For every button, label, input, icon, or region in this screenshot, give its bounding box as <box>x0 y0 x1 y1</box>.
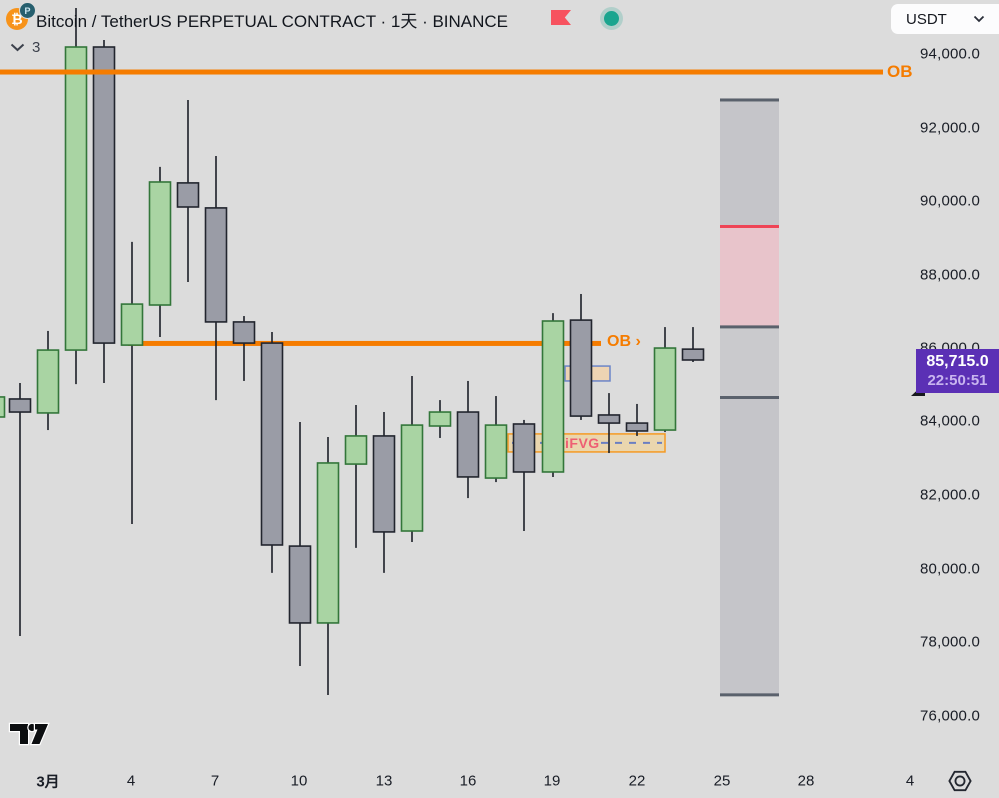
candle-body <box>64 46 88 351</box>
time-tick: 25 <box>713 772 731 790</box>
flag-icon[interactable] <box>551 9 572 27</box>
time-tick: 3月 <box>36 773 60 791</box>
chevron-down-icon <box>973 15 984 23</box>
projection-entry-line <box>720 396 779 400</box>
ob-upper-label[interactable]: OB <box>887 62 913 81</box>
projection-top-line <box>720 98 779 102</box>
price-tick: 80,000.0 <box>920 560 980 578</box>
candle-body <box>456 411 480 478</box>
candle-body <box>484 424 508 479</box>
candle-body <box>0 396 6 418</box>
candle-body <box>344 435 368 465</box>
ob-ray-lower[interactable] <box>128 340 545 346</box>
price-tick: 90,000.0 <box>920 192 980 210</box>
candle-body <box>428 411 452 427</box>
time-tick: 28 <box>797 772 815 790</box>
ob-ray-upper[interactable] <box>0 69 883 75</box>
price-tick: 84,000.0 <box>920 412 980 430</box>
chevron-down-icon <box>10 43 25 52</box>
candle-body <box>681 348 705 361</box>
current-price-value: 85,715.0 <box>926 353 989 370</box>
projection-stop-line <box>720 224 779 228</box>
candle-body <box>597 414 621 424</box>
tradingview-logo[interactable] <box>8 721 50 747</box>
candle-body <box>120 303 144 346</box>
projection-bottom-line <box>720 693 779 697</box>
time-tick: 10 <box>290 772 308 790</box>
current-price-label: 85,715.0 22:50:51 <box>916 349 999 393</box>
candle-body <box>92 46 116 344</box>
candle-body <box>176 182 200 208</box>
object-tree-count: 3 <box>32 39 41 56</box>
currency-selector[interactable]: USDT <box>891 4 999 34</box>
price-tick: 94,000.0 <box>920 45 980 63</box>
ifvg-label[interactable]: iFVG <box>565 435 600 451</box>
time-tick: 13 <box>375 772 393 790</box>
candle-body <box>569 319 593 417</box>
ob-lower-label[interactable]: OB › <box>607 333 641 350</box>
candle-body <box>36 349 60 414</box>
candle-body <box>400 424 424 532</box>
perpetual-badge-icon: P <box>19 2 36 19</box>
price-tick: 92,000.0 <box>920 119 980 137</box>
candle-body <box>232 321 256 344</box>
candle-body <box>372 435 396 533</box>
projection-mid-line <box>720 325 779 329</box>
time-tick: 22 <box>628 772 646 790</box>
candle-body <box>653 347 677 431</box>
candle-body <box>204 207 228 323</box>
candle-body <box>260 342 284 546</box>
time-tick: 4 <box>905 772 915 790</box>
candle-body <box>541 320 565 473</box>
candle-body <box>512 423 536 473</box>
candle-body <box>8 398 32 413</box>
time-tick: 16 <box>459 772 477 790</box>
currency-value: USDT <box>906 10 947 28</box>
time-tick: 4 <box>126 772 136 790</box>
market-status-icon[interactable] <box>604 11 619 26</box>
price-tick: 82,000.0 <box>920 486 980 504</box>
projection-box[interactable] <box>720 98 779 697</box>
time-tick: 7 <box>210 772 220 790</box>
time-tick: 19 <box>543 772 561 790</box>
candle-body <box>316 462 340 624</box>
candle-body <box>148 181 172 306</box>
candle-body <box>288 545 312 624</box>
price-tick: 78,000.0 <box>920 633 980 651</box>
bar-countdown: 22:50:51 <box>927 372 988 389</box>
object-tree-toggle[interactable]: 3 <box>10 39 40 56</box>
settings-gear-icon[interactable] <box>947 768 973 794</box>
candle-body <box>625 422 649 432</box>
candles <box>0 8 705 696</box>
symbol-title[interactable]: Bitcoin / TetherUS PERPETUAL CONTRACT · … <box>36 12 509 31</box>
price-tick: 76,000.0 <box>920 707 980 725</box>
price-tick: 88,000.0 <box>920 266 980 284</box>
